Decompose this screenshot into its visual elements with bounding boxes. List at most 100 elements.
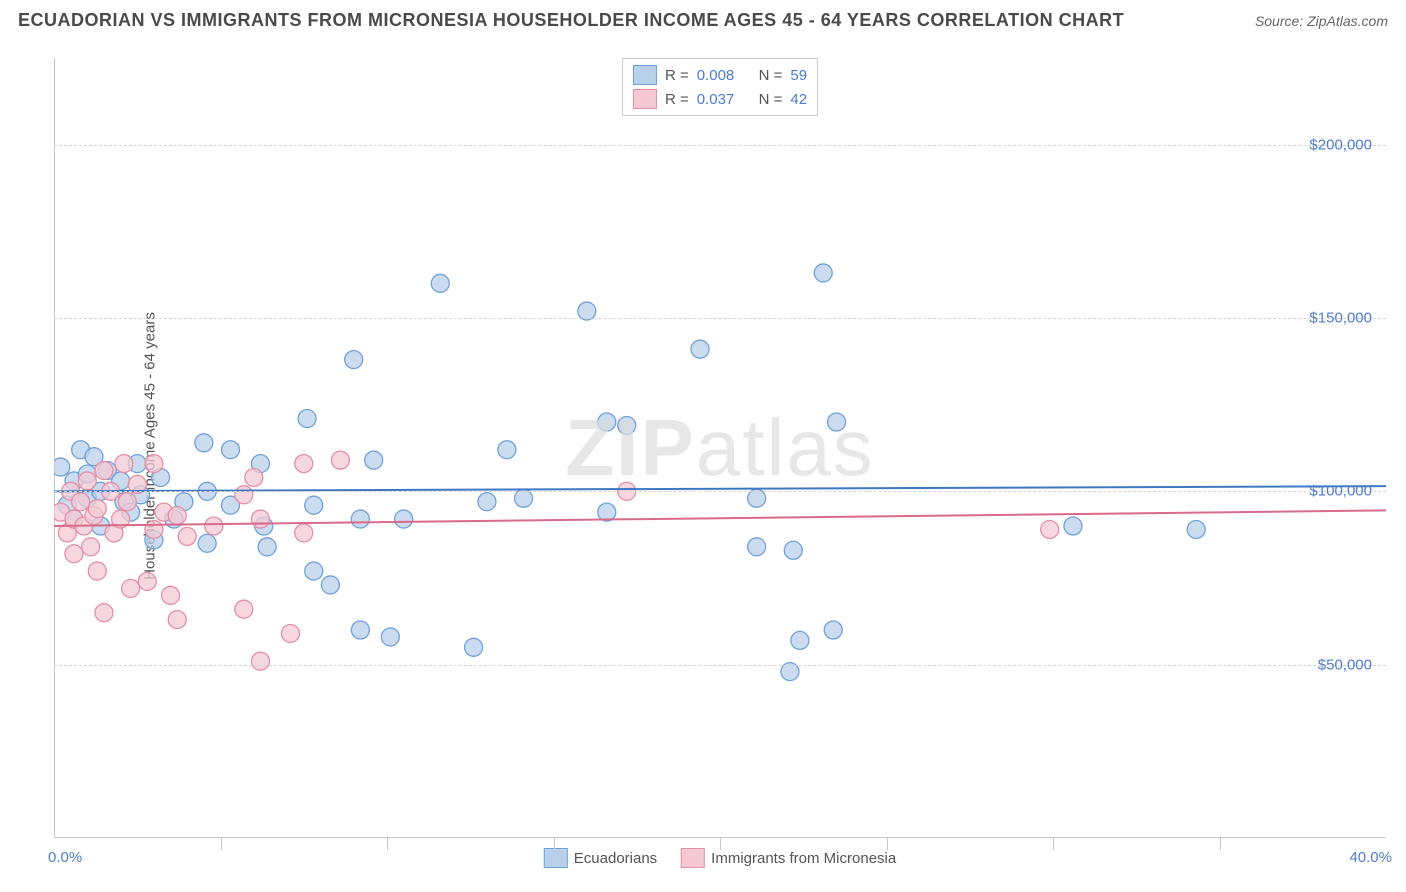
series-legend-item: Immigrants from Micronesia bbox=[681, 848, 896, 868]
data-point bbox=[295, 455, 313, 473]
data-point bbox=[395, 510, 413, 528]
chart-title: ECUADORIAN VS IMMIGRANTS FROM MICRONESIA… bbox=[18, 10, 1124, 31]
series-1-label: Ecuadorians bbox=[574, 850, 657, 867]
y-tick-label: $50,000 bbox=[1318, 656, 1372, 673]
data-point bbox=[478, 493, 496, 511]
data-point bbox=[618, 416, 636, 434]
x-tick bbox=[887, 838, 888, 850]
data-point bbox=[281, 624, 299, 642]
data-point bbox=[168, 507, 186, 525]
x-tick bbox=[387, 838, 388, 850]
scatter-svg bbox=[54, 58, 1386, 838]
y-tick-label: $200,000 bbox=[1309, 136, 1372, 153]
data-point bbox=[251, 652, 269, 670]
data-point bbox=[298, 410, 316, 428]
data-point bbox=[195, 434, 213, 452]
x-tick bbox=[720, 838, 721, 850]
series-legend: Ecuadorians Immigrants from Micronesia bbox=[544, 848, 896, 868]
correlation-legend: R = 0.008 N = 59 R = 0.037 N = 42 bbox=[622, 58, 818, 116]
source-label: Source: bbox=[1255, 13, 1303, 29]
data-point bbox=[138, 572, 156, 590]
r-prefix: R = bbox=[665, 91, 689, 108]
data-point bbox=[95, 604, 113, 622]
source-value: ZipAtlas.com bbox=[1307, 13, 1388, 29]
data-point bbox=[814, 264, 832, 282]
data-point bbox=[145, 520, 163, 538]
n-value-2: 42 bbox=[790, 91, 807, 108]
gridline-h bbox=[54, 665, 1386, 666]
n-value-1: 59 bbox=[790, 67, 807, 84]
data-point bbox=[198, 534, 216, 552]
data-point bbox=[365, 451, 383, 469]
r-prefix: R = bbox=[665, 67, 689, 84]
data-point bbox=[351, 510, 369, 528]
data-point bbox=[345, 351, 363, 369]
x-tick bbox=[554, 838, 555, 850]
data-point bbox=[498, 441, 516, 459]
data-point bbox=[115, 455, 133, 473]
chart-plot-area: ZIPatlas R = 0.008 N = 59 R = 0.037 N = … bbox=[54, 58, 1386, 838]
x-tick bbox=[221, 838, 222, 850]
series-2-label: Immigrants from Micronesia bbox=[711, 850, 896, 867]
data-point bbox=[791, 631, 809, 649]
gridline-h bbox=[54, 491, 1386, 492]
data-point bbox=[82, 538, 100, 556]
data-point bbox=[235, 600, 253, 618]
data-point bbox=[748, 538, 766, 556]
correlation-legend-row: R = 0.037 N = 42 bbox=[633, 87, 807, 111]
n-prefix: N = bbox=[759, 91, 783, 108]
data-point bbox=[258, 538, 276, 556]
data-point bbox=[598, 413, 616, 431]
series-legend-item: Ecuadorians bbox=[544, 848, 657, 868]
y-tick-label: $100,000 bbox=[1309, 483, 1372, 500]
data-point bbox=[88, 562, 106, 580]
data-point bbox=[381, 628, 399, 646]
data-point bbox=[824, 621, 842, 639]
data-point bbox=[305, 496, 323, 514]
data-point bbox=[122, 579, 140, 597]
gridline-h bbox=[54, 318, 1386, 319]
data-point bbox=[88, 500, 106, 518]
x-tick-max: 40.0% bbox=[1349, 849, 1392, 866]
data-point bbox=[168, 611, 186, 629]
data-point bbox=[235, 486, 253, 504]
correlation-legend-row: R = 0.008 N = 59 bbox=[633, 63, 807, 87]
r-value-1: 0.008 bbox=[697, 67, 735, 84]
data-point bbox=[221, 441, 239, 459]
data-point bbox=[72, 493, 90, 511]
data-point bbox=[1187, 520, 1205, 538]
swatch-series-1 bbox=[544, 848, 568, 868]
data-point bbox=[205, 517, 223, 535]
gridline-h bbox=[54, 145, 1386, 146]
data-point bbox=[118, 493, 136, 511]
x-tick bbox=[1220, 838, 1221, 850]
data-point bbox=[784, 541, 802, 559]
data-point bbox=[65, 545, 83, 563]
data-point bbox=[251, 510, 269, 528]
data-point bbox=[351, 621, 369, 639]
source-attribution: Source: ZipAtlas.com bbox=[1255, 13, 1388, 29]
x-tick-min: 0.0% bbox=[48, 849, 82, 866]
r-value-2: 0.037 bbox=[697, 91, 735, 108]
n-prefix: N = bbox=[759, 67, 783, 84]
data-point bbox=[1041, 520, 1059, 538]
data-point bbox=[305, 562, 323, 580]
data-point bbox=[178, 527, 196, 545]
data-point bbox=[1064, 517, 1082, 535]
swatch-series-2 bbox=[681, 848, 705, 868]
data-point bbox=[465, 638, 483, 656]
data-point bbox=[54, 458, 70, 476]
data-point bbox=[691, 340, 709, 358]
swatch-series-2 bbox=[633, 89, 657, 109]
data-point bbox=[245, 468, 263, 486]
data-point bbox=[95, 462, 113, 480]
data-point bbox=[331, 451, 349, 469]
data-point bbox=[145, 455, 163, 473]
y-tick-label: $150,000 bbox=[1309, 310, 1372, 327]
swatch-series-1 bbox=[633, 65, 657, 85]
data-point bbox=[321, 576, 339, 594]
x-tick bbox=[1053, 838, 1054, 850]
header: ECUADORIAN VS IMMIGRANTS FROM MICRONESIA… bbox=[0, 0, 1406, 37]
data-point bbox=[828, 413, 846, 431]
data-point bbox=[78, 472, 96, 490]
